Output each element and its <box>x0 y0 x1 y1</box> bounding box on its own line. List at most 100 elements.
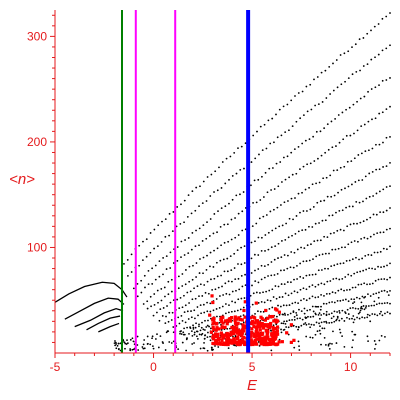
curve-point <box>336 300 339 302</box>
curve-point <box>252 201 254 204</box>
curve-point <box>153 247 156 250</box>
curve-point <box>186 326 188 329</box>
noise-point <box>352 339 354 342</box>
red-marker <box>272 319 276 323</box>
curve-point <box>193 287 195 290</box>
noise-point <box>143 347 146 350</box>
noise-point <box>293 346 296 349</box>
curve-point <box>225 157 228 160</box>
curve-point <box>195 335 198 338</box>
noise-point <box>357 312 360 315</box>
curve-point <box>191 278 194 281</box>
curve-point <box>236 309 239 312</box>
noise-point <box>295 314 298 317</box>
red-marker <box>219 317 223 322</box>
dotted-curve-2 <box>127 44 391 277</box>
curve-point <box>310 243 312 246</box>
red-marker <box>208 313 212 317</box>
curve-point <box>313 240 316 243</box>
curve-point <box>344 298 347 301</box>
curve-point <box>227 240 230 243</box>
curve-point <box>201 295 204 297</box>
curve-point <box>357 240 359 243</box>
curve-point <box>379 211 382 214</box>
curve-point <box>205 200 208 202</box>
curve-point <box>302 114 305 117</box>
curve-point <box>318 254 321 256</box>
curve-point <box>268 307 271 310</box>
curve-point <box>286 281 289 283</box>
curve-point <box>291 302 294 305</box>
curve-point <box>351 286 354 289</box>
curve-point <box>270 274 273 277</box>
noise-point <box>129 349 132 352</box>
curve-point <box>229 255 232 257</box>
curve-point <box>180 240 183 243</box>
red-marker <box>261 339 265 343</box>
noise-point <box>380 335 383 337</box>
curve-point <box>230 218 233 221</box>
curve-point <box>162 307 165 309</box>
curve-point <box>180 203 182 206</box>
dotted-curve-1 <box>123 12 391 265</box>
curve-point <box>277 242 280 245</box>
curve-point <box>190 316 193 319</box>
curve-point <box>260 301 263 303</box>
curve-point <box>354 181 357 183</box>
curve-point <box>314 285 317 288</box>
curve-point <box>373 233 375 236</box>
curve-point <box>193 331 196 334</box>
curve-point <box>190 310 192 312</box>
curve-point <box>374 117 377 120</box>
noise-point <box>206 349 209 352</box>
curve-point <box>287 254 289 257</box>
noise-point <box>151 337 153 340</box>
curve-point <box>382 231 385 234</box>
curve-point <box>293 278 295 281</box>
curve-point <box>255 291 258 294</box>
curve-point <box>151 283 154 285</box>
curve-point <box>307 315 309 318</box>
curve-point <box>276 206 279 209</box>
noise-point <box>321 327 324 330</box>
curve-point <box>244 284 247 287</box>
curve-point <box>386 248 388 251</box>
curve-point <box>317 305 320 308</box>
curve-point <box>367 120 370 123</box>
curve-point <box>222 258 225 261</box>
curve-point <box>199 329 202 332</box>
curve-point <box>143 274 146 277</box>
curve-point <box>234 236 237 239</box>
red-marker <box>264 329 268 333</box>
curve-point <box>239 169 242 171</box>
curve-point <box>317 103 320 106</box>
curve-point <box>342 229 345 232</box>
curve-point <box>212 309 215 312</box>
curve-point <box>295 215 298 217</box>
noise-point <box>305 335 308 338</box>
red-marker <box>225 332 230 336</box>
curve-point <box>332 62 334 65</box>
noise-point <box>125 343 128 345</box>
red-marker <box>215 326 219 330</box>
red-marker <box>240 337 245 341</box>
curve-point <box>328 65 331 68</box>
noise-point <box>352 315 355 317</box>
curve-point <box>375 192 378 195</box>
curve-point <box>313 78 315 81</box>
curve-point <box>263 123 266 126</box>
noise-point <box>287 333 290 336</box>
curve-point <box>332 278 335 280</box>
curve-point <box>176 298 179 301</box>
curve-point <box>252 134 255 137</box>
curve-point <box>286 103 289 106</box>
curve-point <box>221 161 224 163</box>
curve-point <box>323 199 326 202</box>
curve-point <box>383 265 385 268</box>
curve-point <box>191 232 194 234</box>
curve-point <box>262 215 265 218</box>
curve-point <box>367 305 370 307</box>
curve-point <box>250 257 253 260</box>
curve-point <box>350 160 353 163</box>
curve-point <box>373 251 376 254</box>
